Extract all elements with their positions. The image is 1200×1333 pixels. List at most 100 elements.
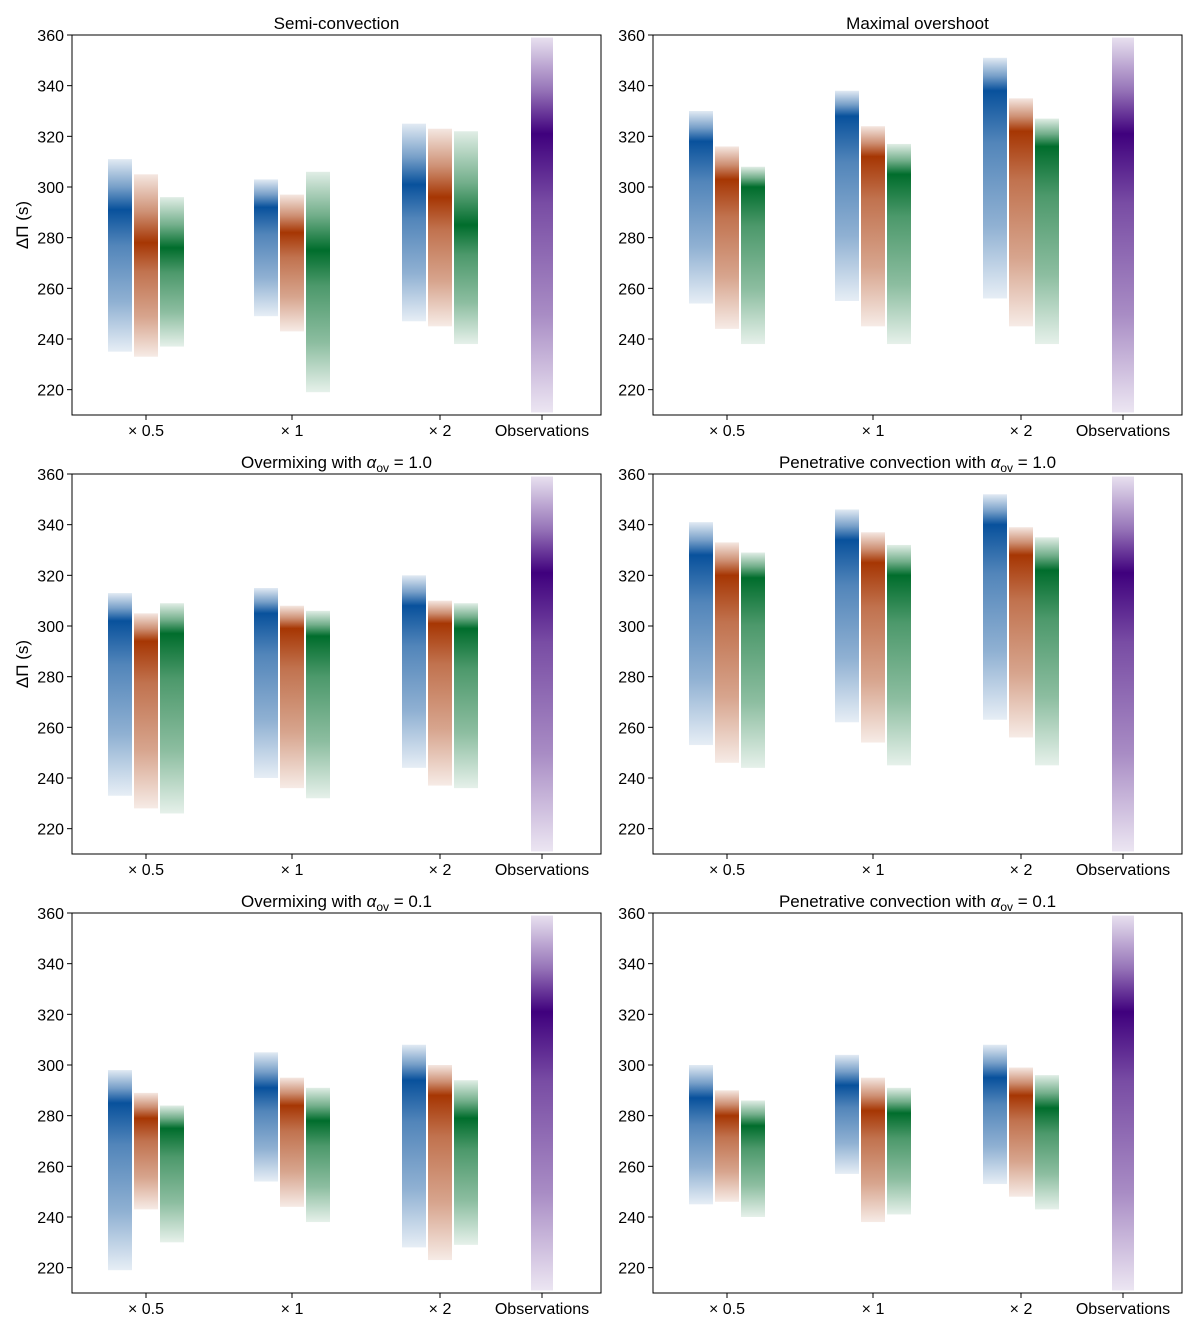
y-tick-label: 220 <box>618 822 645 839</box>
band-green-1 <box>160 1105 184 1243</box>
y-tick-label: 240 <box>618 332 645 349</box>
x-tick-label: × 1 <box>862 862 885 879</box>
y-tick-label: 220 <box>618 383 645 400</box>
band-observations-4 <box>1112 476 1134 852</box>
y-tick-label: 320 <box>618 129 645 146</box>
band-blue-2 <box>835 1054 859 1174</box>
band-blue-1 <box>689 111 713 304</box>
panel-title: Maximal overshoot <box>846 14 989 33</box>
band-orange-3 <box>428 1065 452 1261</box>
y-tick-label: 360 <box>618 906 645 923</box>
y-tick-label: 340 <box>618 957 645 974</box>
band-green-3 <box>1035 118 1059 345</box>
x-tick-label: Observations <box>495 1301 589 1318</box>
band-orange-2 <box>861 1077 885 1223</box>
x-tick-label: × 2 <box>429 1301 452 1318</box>
y-tick-label: 240 <box>37 332 64 349</box>
y-tick-label: 260 <box>618 1159 645 1176</box>
y-tick-label: 300 <box>618 180 645 197</box>
band-orange-3 <box>428 600 452 786</box>
band-blue-1 <box>689 1065 713 1205</box>
x-tick-label: Observations <box>1076 862 1170 879</box>
panel-title: Penetrative convection with αov = 1.0 <box>779 453 1056 475</box>
x-tick-label: Observations <box>1076 1301 1170 1318</box>
band-orange-1 <box>715 542 739 763</box>
y-tick-label: 280 <box>618 1109 645 1126</box>
y-tick-label: 280 <box>37 231 64 248</box>
band-orange-2 <box>861 126 885 327</box>
plot-frame <box>71 473 602 855</box>
y-tick-label: 260 <box>37 281 64 298</box>
panel-3: 220 240 260 280 300 320 340 360 × 0.5 × 1 × 2 Obser… <box>13 453 602 879</box>
y-tick-label: 360 <box>37 906 64 923</box>
y-axis-label: ΔΠ (s) <box>13 640 32 688</box>
band-blue-3 <box>983 1044 1007 1185</box>
band-orange-2 <box>280 194 304 332</box>
x-tick-label: × 1 <box>281 423 304 440</box>
x-tick-label: × 1 <box>281 862 304 879</box>
y-tick-label: 360 <box>37 467 64 484</box>
band-blue-2 <box>835 90 859 301</box>
band-orange-3 <box>1009 1067 1033 1197</box>
y-tick-label: 220 <box>37 1261 64 1278</box>
y-tick-label: 360 <box>618 467 645 484</box>
band-green-2 <box>306 1087 330 1223</box>
y-tick-label: 300 <box>618 619 645 636</box>
band-observations-4 <box>531 915 553 1291</box>
band-orange-1 <box>715 146 739 329</box>
band-blue-2 <box>254 1052 278 1182</box>
y-tick-label: 320 <box>618 568 645 585</box>
band-green-2 <box>887 143 911 345</box>
panel-5: 220 240 260 280 300 320 340 360 × 0.5 × 1 × 2 Obser… <box>37 892 602 1318</box>
band-orange-1 <box>134 1092 158 1210</box>
y-tick-label: 300 <box>37 619 64 636</box>
y-tick-label: 300 <box>37 1058 64 1075</box>
y-tick-label: 360 <box>37 28 64 45</box>
x-tick-label: × 1 <box>281 1301 304 1318</box>
band-green-3 <box>1035 537 1059 766</box>
band-green-2 <box>887 1087 911 1215</box>
y-tick-label: 240 <box>37 771 64 788</box>
band-blue-3 <box>983 494 1007 720</box>
band-observations-4 <box>531 37 553 413</box>
band-green-1 <box>160 603 184 814</box>
band-orange-1 <box>134 613 158 809</box>
plot-frame <box>71 912 602 1294</box>
y-tick-label: 360 <box>618 28 645 45</box>
plot-frame <box>652 34 1183 416</box>
y-tick-label: 320 <box>37 1007 64 1024</box>
y-tick-label: 240 <box>618 771 645 788</box>
band-orange-3 <box>1009 527 1033 738</box>
band-green-3 <box>454 131 478 345</box>
y-tick-label: 220 <box>37 822 64 839</box>
band-blue-2 <box>254 588 278 778</box>
x-tick-label: × 0.5 <box>709 862 745 879</box>
x-tick-label: × 1 <box>862 423 885 440</box>
band-green-2 <box>306 610 330 799</box>
band-green-2 <box>306 171 330 393</box>
panel-2: 220 240 260 280 300 320 340 360 × 0.5 × 1 × 2 Obser… <box>618 14 1183 440</box>
y-tick-label: 260 <box>618 281 645 298</box>
y-tick-label: 340 <box>37 518 64 535</box>
band-blue-3 <box>402 123 426 322</box>
y-tick-label: 220 <box>618 1261 645 1278</box>
x-tick-label: Observations <box>495 862 589 879</box>
plot-frame <box>652 912 1183 1294</box>
band-observations-4 <box>1112 37 1134 413</box>
x-tick-label: × 2 <box>1010 1301 1033 1318</box>
x-tick-label: × 1 <box>862 1301 885 1318</box>
band-orange-2 <box>280 1077 304 1207</box>
x-tick-label: × 2 <box>429 862 452 879</box>
band-observations-4 <box>1112 915 1134 1291</box>
x-tick-label: Observations <box>1076 423 1170 440</box>
y-tick-label: 340 <box>37 957 64 974</box>
band-blue-3 <box>983 57 1007 299</box>
panel-title: Penetrative convection with αov = 0.1 <box>779 892 1056 914</box>
band-green-3 <box>1035 1075 1059 1210</box>
panel-title: Overmixing with αov = 1.0 <box>241 453 432 475</box>
x-tick-label: × 0.5 <box>128 423 164 440</box>
band-orange-2 <box>280 605 304 789</box>
y-tick-label: 240 <box>37 1210 64 1227</box>
band-orange-1 <box>134 174 158 357</box>
band-green-1 <box>160 197 184 347</box>
